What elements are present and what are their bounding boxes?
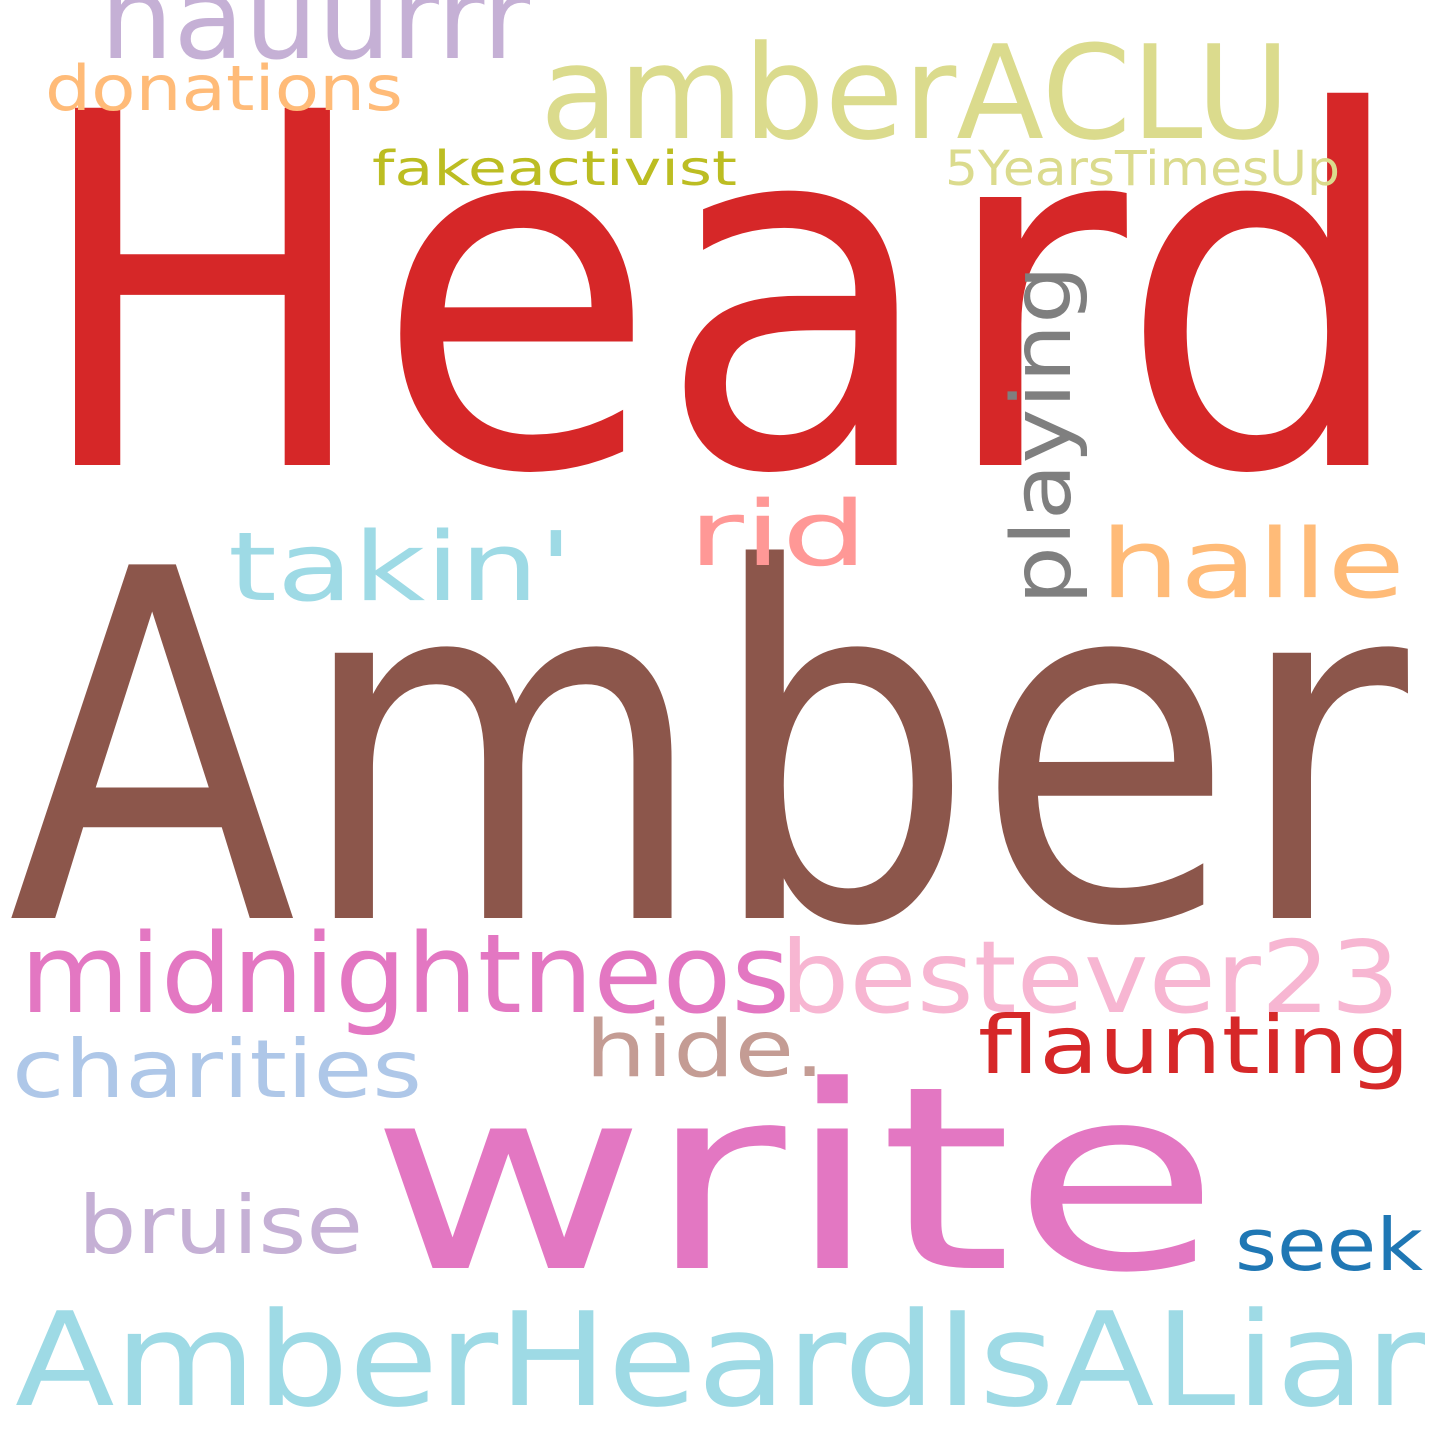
word-takin: takin': [228, 513, 573, 623]
word-amber-aclu: amberACLU: [540, 17, 1290, 169]
word-charities: charities: [12, 1023, 422, 1116]
word-flaunting: flaunting: [978, 999, 1410, 1092]
word-bestever23: bestever23: [780, 919, 1400, 1036]
word-amber-heard-is-a-liar: AmberHeardIsALiar: [15, 1284, 1426, 1436]
word-amber: Amber: [8, 469, 1413, 1033]
word-hide: hide.: [585, 1005, 825, 1095]
word-seek: seek: [1235, 1203, 1423, 1287]
word-rid: rid: [688, 482, 868, 587]
word-fakeactivist: fakeactivist: [372, 141, 737, 197]
word-5yearstimesup: 5YearsTimesUp: [945, 141, 1340, 197]
word-donations: donations: [45, 52, 403, 125]
word-heard: Heard: [30, 10, 1410, 581]
word-write: write: [370, 1032, 1220, 1329]
word-bruise: bruise: [78, 1179, 363, 1272]
word-nauurrr: nauurrr: [100, 0, 531, 86]
word-playing: playing: [995, 265, 1090, 605]
word-midnightneos: midnightneos: [20, 910, 790, 1038]
word-halle: halle: [1100, 510, 1405, 620]
